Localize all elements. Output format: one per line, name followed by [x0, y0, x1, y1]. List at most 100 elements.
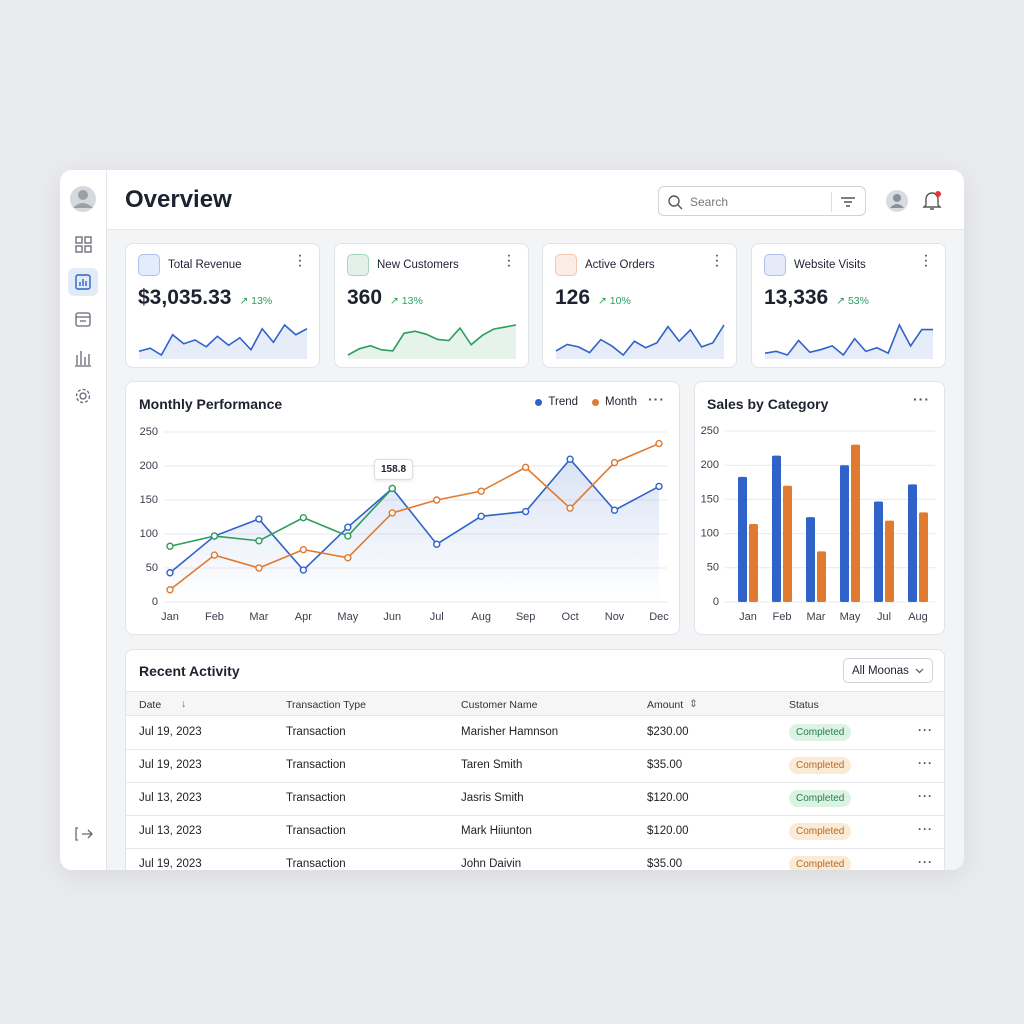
bar — [885, 520, 894, 602]
bar — [851, 444, 860, 602]
cell: Jul 13, 2023 — [139, 792, 202, 804]
kpi-value: 126 — [555, 286, 591, 309]
legend-item: Trend — [535, 396, 578, 408]
kpi-icon — [138, 254, 160, 276]
legend-swatch — [535, 398, 543, 406]
kpi-label: Total Revenue — [168, 259, 242, 271]
point — [255, 537, 263, 545]
point — [521, 463, 530, 472]
sparkline-line — [347, 324, 517, 356]
kpi-icon — [555, 254, 577, 276]
row-menu[interactable]: ··· — [918, 756, 933, 770]
kpi-card: Website Visits ··· 13,336 ↗ 53% — [751, 243, 946, 368]
point — [210, 532, 219, 540]
kpi-card: New Customers ··· 360 ↗ 13% — [334, 243, 529, 368]
x-tick-label: Oct — [562, 611, 579, 623]
kpi-change-value: 13% — [401, 295, 423, 307]
y-tick-label: 150 — [140, 494, 158, 506]
notifications[interactable] — [921, 189, 943, 213]
search-box[interactable]: Search — [658, 186, 866, 216]
sort-icon: ↓ — [181, 698, 187, 710]
x-tick-label: Nov — [605, 611, 625, 623]
kpi-icon — [764, 254, 786, 276]
cell: John Daivin — [461, 858, 522, 870]
legend-label: Trend — [548, 396, 579, 408]
x-tick-label: Jun — [383, 611, 401, 623]
cell: Jul 13, 2023 — [139, 825, 202, 837]
filter-label: All Moonas — [852, 665, 909, 677]
kpi-value: $3,035.33 — [138, 286, 232, 309]
y-tick-label: 150 — [701, 493, 719, 505]
kpi-change-value: 10% — [609, 295, 631, 307]
cell: Transaction — [286, 792, 346, 804]
menu[interactable]: ··· — [648, 391, 665, 407]
row-menu[interactable]: ··· — [918, 723, 933, 737]
kpi-card: Active Orders ··· 126 ↗ 10% — [542, 243, 737, 368]
cell: Transaction — [286, 825, 346, 837]
point — [166, 586, 174, 594]
row-menu[interactable]: ··· — [918, 855, 933, 869]
chart-title: Monthly Performance — [139, 396, 283, 412]
kpi-change: ↗ 13% — [239, 295, 273, 307]
cell: $120.00 — [647, 792, 689, 804]
menu[interactable]: ··· — [913, 391, 930, 407]
status-pill: Completed — [789, 856, 852, 870]
menu[interactable]: ··· — [919, 254, 933, 269]
line — [169, 442, 660, 591]
user-avatar[interactable] — [885, 189, 909, 213]
cell: Marisher Hamnson — [461, 726, 559, 738]
y-tick-label: 50 — [146, 562, 158, 574]
x-tick-label: May — [337, 611, 358, 623]
cell: Taren Smith — [461, 759, 523, 771]
sparkline-line — [138, 323, 308, 357]
sparkline-line — [555, 324, 725, 357]
cell: Jul 19, 2023 — [139, 858, 202, 870]
point — [566, 455, 574, 463]
menu[interactable]: ··· — [293, 254, 307, 269]
x-tick-label: Feb — [205, 611, 224, 623]
column-header[interactable]: Status — [789, 699, 819, 711]
line-chart-card: Monthly Performance Trend Month ··· 0 50 10… — [125, 381, 680, 635]
sparkline-area — [348, 325, 516, 359]
sparkline-area — [139, 325, 307, 359]
column-header[interactable]: Amount — [647, 699, 684, 711]
kpi-value-row: 126 ↗ 10% — [555, 286, 631, 310]
legend-label: Month — [605, 396, 637, 408]
menu[interactable]: ··· — [710, 254, 724, 269]
row-menu[interactable]: ··· — [918, 789, 933, 803]
column-header[interactable]: Customer Name — [461, 699, 538, 711]
tooltip: 158.8 — [374, 459, 414, 480]
bar — [908, 484, 917, 602]
menu[interactable]: ··· — [502, 254, 516, 269]
table-header — [126, 691, 944, 716]
y-tick-label: 50 — [707, 562, 719, 574]
column-header[interactable]: Transaction Type — [286, 699, 366, 711]
area — [170, 459, 659, 602]
kpi-change-value: 53% — [847, 295, 869, 307]
row-divider — [126, 749, 944, 750]
point — [255, 564, 263, 572]
bar — [919, 512, 928, 602]
cell: $35.00 — [647, 858, 683, 870]
point — [433, 540, 441, 548]
point — [299, 545, 308, 554]
cell: Jul 19, 2023 — [139, 759, 202, 771]
filter-icon[interactable] — [839, 194, 857, 210]
sidebar — [60, 170, 107, 870]
activity-card: Recent Activity All Moonas Date ↓ Transact… — [125, 649, 945, 870]
filter-dropdown[interactable]: All Moonas — [843, 658, 933, 683]
kpi-change: ↗ 10% — [598, 295, 631, 307]
kpi-card: Total Revenue ··· $3,035.33 ↗ 13% — [125, 243, 320, 368]
x-tick-label: Feb — [773, 611, 792, 623]
top-bar: Overview Search — [107, 170, 964, 230]
kpi-label: Website Visits — [794, 259, 866, 271]
bar — [840, 465, 849, 602]
column-header[interactable]: Date — [139, 699, 162, 711]
point — [299, 513, 308, 522]
row-menu[interactable]: ··· — [918, 822, 933, 836]
kpi-change-value: 13% — [251, 295, 273, 307]
point — [521, 507, 530, 516]
bar-chart: 0 50 100 150 200 250 Jan Feb Mar May Jul Aug — [701, 425, 935, 623]
point — [610, 458, 619, 467]
